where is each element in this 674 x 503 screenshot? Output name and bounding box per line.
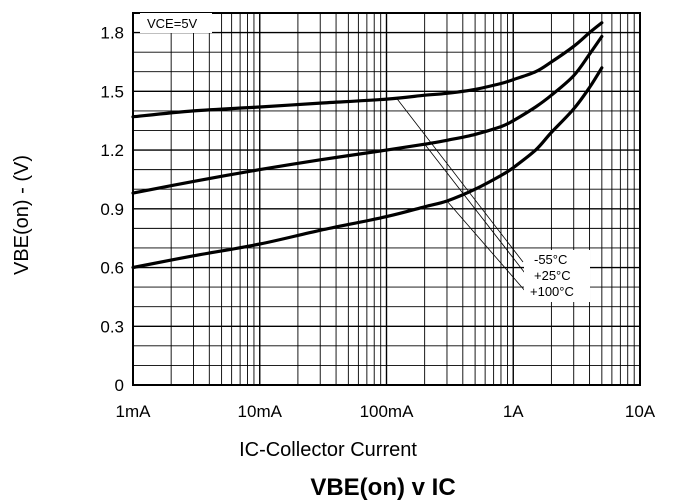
- plot-frame: [132, 12, 641, 386]
- x-tick-label: 10A: [625, 402, 656, 421]
- y-tick-label: 0.9: [100, 200, 124, 219]
- x-axis-label: IC-Collector Current: [239, 439, 417, 461]
- x-tick-label: 100mA: [360, 402, 415, 421]
- legend-leader-lines: [396, 97, 529, 293]
- y-tick-labels: 0 0.3 0.6 0.9 1.2 1.5 1.8: [100, 24, 124, 395]
- legend-label: -55°C: [534, 252, 567, 267]
- y-tick-label: 1.8: [100, 24, 124, 43]
- legend-label: +25°C: [534, 268, 571, 283]
- y-tick-label: 1.5: [100, 82, 124, 101]
- y-tick-label: 1.2: [100, 141, 124, 160]
- series-curves: [131, 21, 604, 270]
- y-tick-label: 0.6: [100, 259, 124, 278]
- legend: -55°C+25°C+100°C: [524, 250, 590, 302]
- legend-background: [524, 250, 590, 302]
- y-tick-label: 0: [115, 376, 124, 395]
- legend-label: +100°C: [530, 284, 574, 299]
- series-line-2: [131, 66, 604, 270]
- y-tick-label: 0.3: [100, 317, 124, 336]
- vce-annotation: VCE=5V: [147, 16, 198, 31]
- x-tick-label: 10mA: [238, 402, 283, 421]
- series-line-0: [131, 21, 604, 119]
- legend-leader-line: [396, 97, 524, 263]
- annotation-background: [140, 13, 212, 33]
- x-tick-labels: 1mA 10mA 100mA 1A 10A: [116, 402, 656, 421]
- legend-leader-line: [424, 143, 529, 278]
- x-tick-label: 1mA: [116, 402, 152, 421]
- series-line-1: [131, 34, 604, 195]
- y-axis-label: VBE(on) - (V): [11, 155, 33, 275]
- x-tick-label: 1A: [503, 402, 524, 421]
- chart-title: VBE(on) v IC: [310, 474, 455, 501]
- legend-leader-line: [446, 200, 527, 293]
